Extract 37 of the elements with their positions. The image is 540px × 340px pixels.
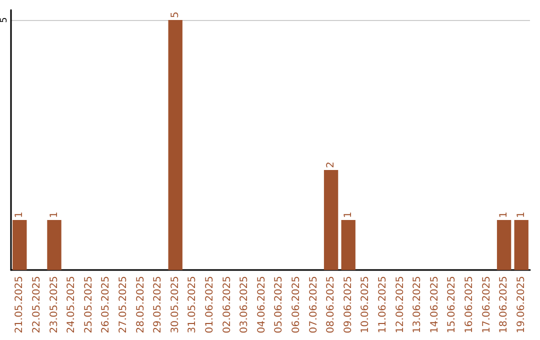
x-tick-label: 05.06.2025 — [274, 276, 285, 334]
x-tick-label: 30.05.2025 — [170, 276, 181, 334]
x-tick-label: 08.06.2025 — [326, 276, 337, 334]
x-tick-label: 17.06.2025 — [481, 276, 492, 334]
x-tick-label: 23.05.2025 — [48, 276, 60, 334]
data-label: 5 — [170, 12, 181, 18]
x-tick-label: 06.06.2025 — [290, 276, 302, 334]
x-tick-label: 16.06.2025 — [464, 276, 475, 334]
x-tick-label: 14.06.2025 — [429, 276, 440, 334]
x-tick-label: 13.06.2025 — [412, 276, 424, 334]
data-label: 1 — [516, 212, 527, 218]
x-tick-label: 12.06.2025 — [394, 276, 406, 334]
data-label: 1 — [48, 212, 60, 218]
x-tick-label: 01.06.2025 — [204, 276, 216, 334]
x-tick-label: 10.06.2025 — [360, 276, 372, 334]
x-tick-label: 07.06.2025 — [308, 276, 320, 334]
x-tick-label: 22.05.2025 — [31, 276, 42, 334]
x-tick-label: 21.05.2025 — [14, 276, 26, 334]
x-tick-label: 04.06.2025 — [256, 276, 268, 334]
x-tick-label: 19.06.2025 — [516, 276, 527, 334]
x-tick-label: 02.06.2025 — [222, 276, 233, 334]
x-tick-label: 31.05.2025 — [187, 276, 198, 334]
x-tick-label: 24.05.2025 — [66, 276, 78, 334]
x-tick-label: 28.05.2025 — [135, 276, 146, 334]
x-tick-label: 11.06.2025 — [377, 276, 388, 334]
x-tick-label: 25.05.2025 — [83, 276, 94, 334]
data-label: 1 — [342, 212, 354, 218]
x-tick-label: 15.06.2025 — [446, 276, 458, 334]
x-tick-label: 18.06.2025 — [498, 276, 510, 334]
data-label: 1 — [14, 212, 26, 218]
data-label: 1 — [498, 212, 510, 218]
x-tick-label: 26.05.2025 — [100, 276, 112, 334]
data-label: 2 — [326, 162, 337, 168]
x-tick-label: 27.05.2025 — [118, 276, 129, 334]
x-tick-label: 29.05.2025 — [152, 276, 164, 334]
x-tick-label: 09.06.2025 — [342, 276, 354, 334]
x-tick-label: 03.06.2025 — [239, 276, 250, 334]
